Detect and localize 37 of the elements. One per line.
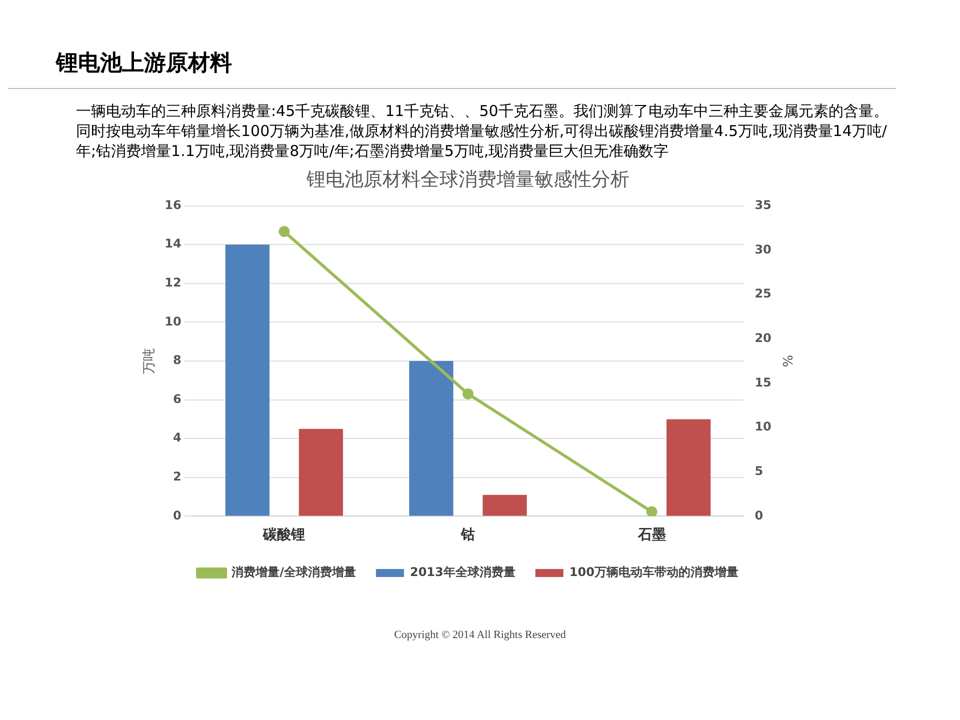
y2-tick-label: 10 bbox=[754, 420, 772, 434]
y2-tick-label: 5 bbox=[754, 464, 764, 478]
bar bbox=[225, 244, 270, 516]
y-tick-label: 10 bbox=[164, 314, 182, 328]
bar bbox=[482, 494, 527, 516]
legend-label: 消费增量/全球消费增量 bbox=[230, 565, 356, 580]
y-tick-label: 6 bbox=[172, 392, 182, 406]
y2-tick-label: 20 bbox=[754, 330, 772, 345]
y2-tick-label: 0 bbox=[754, 508, 764, 522]
y-tick-label: 16 bbox=[164, 198, 182, 212]
legend-label: 2013年全球消费量 bbox=[410, 565, 516, 580]
y2-tick-label: 30 bbox=[754, 242, 772, 256]
x-tick-label: 碳酸锂 bbox=[262, 527, 306, 544]
legend-label: 100万辆电动车带动的消费增量 bbox=[569, 565, 738, 580]
chart-subtitle: 锂电池原材料全球消费增量敏感性分析 bbox=[306, 168, 630, 190]
x-tick-label: 石墨 bbox=[636, 527, 666, 544]
y-tick-label: 2 bbox=[172, 470, 182, 484]
bar bbox=[666, 419, 711, 516]
point bbox=[646, 506, 658, 516]
y-tick-label: 8 bbox=[172, 353, 182, 368]
text: 一辆电动车的三种原料消费量:45千克碳酸锂、11千克钴、、50千克石墨。我们测算了电动车中三种主要金属元素的含量。同时按电动车年销量增长100万辆为基准,做原材料的消费增量敏感性分析,可得出碳酸锂消费增量4.5万吨,现消费量14万吨/年;钴消费增量1.1万吨,现消费量8万吨/年;石墨消费增量5万吨,现消费量巨大但无准确数字 bbox=[76, 101, 890, 161]
point bbox=[278, 226, 290, 238]
y2-tick-label: 35 bbox=[754, 198, 772, 212]
text: Copyright © 2014 All Rights Reserved bbox=[393, 629, 567, 641]
y2-axis-title: % bbox=[778, 354, 794, 368]
y-tick-label: 14 bbox=[164, 236, 182, 251]
point bbox=[462, 388, 474, 400]
y-axis-title: 万吨 bbox=[142, 348, 158, 374]
x-tick-label: 钴 bbox=[460, 527, 475, 544]
y-tick-label: 12 bbox=[164, 276, 182, 290]
chart-title: 锂电池上游原材料 bbox=[8, 8, 896, 89]
y-tick-label: 0 bbox=[172, 508, 182, 522]
y-tick-label: 4 bbox=[172, 430, 182, 445]
bar bbox=[409, 361, 454, 516]
bar bbox=[298, 428, 344, 516]
y2-tick-label: 15 bbox=[754, 375, 772, 390]
y2-tick-label: 25 bbox=[754, 286, 772, 301]
